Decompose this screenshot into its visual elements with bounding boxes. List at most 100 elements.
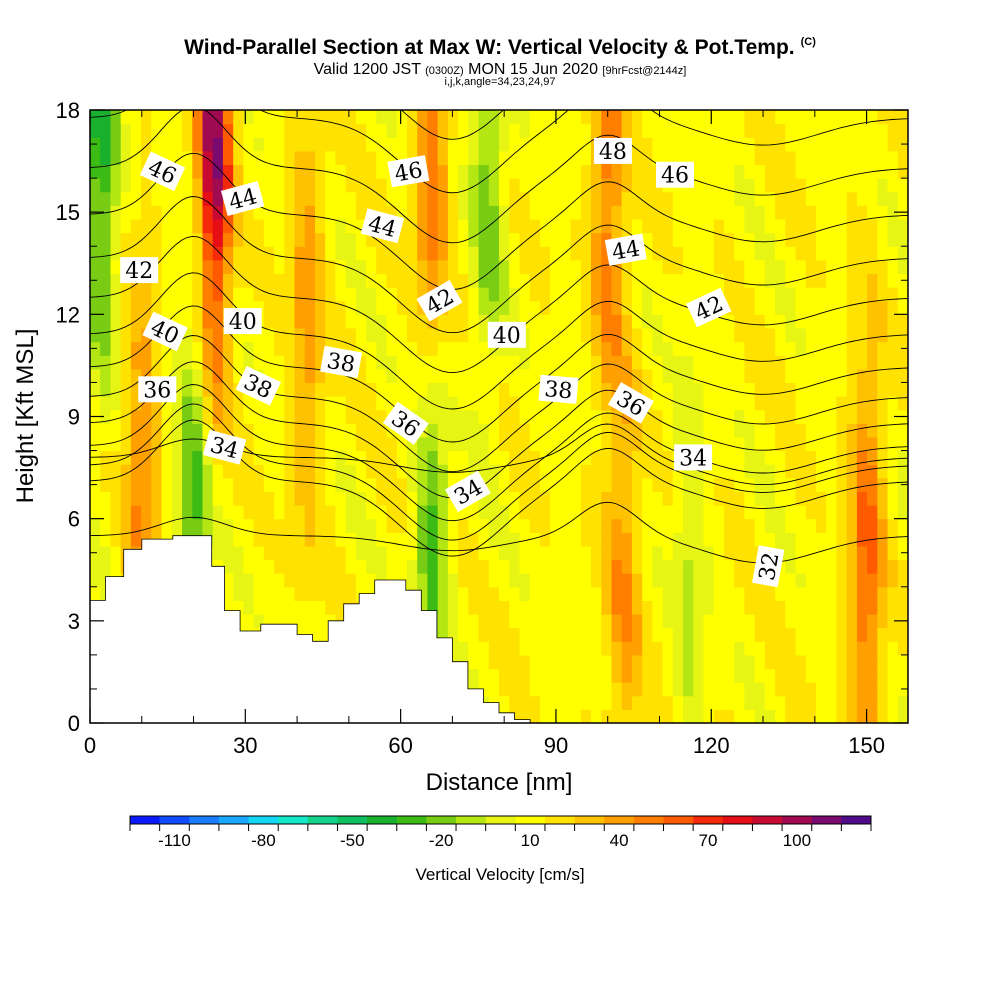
velocity-cell	[887, 464, 899, 479]
velocity-cell	[253, 205, 265, 220]
velocity-cell	[325, 232, 336, 247]
velocity-cell	[407, 287, 418, 302]
velocity-cell	[867, 123, 878, 138]
velocity-cell	[120, 314, 132, 329]
velocity-cell	[427, 423, 439, 438]
velocity-cell	[192, 409, 204, 424]
velocity-cell	[867, 573, 878, 588]
velocity-cell	[775, 396, 786, 411]
velocity-cell	[560, 627, 572, 642]
velocity-cell	[529, 191, 541, 206]
velocity-cell	[877, 695, 889, 710]
velocity-cell	[488, 396, 500, 411]
velocity-cell	[744, 423, 756, 438]
velocity-cell	[570, 491, 582, 506]
velocity-cell	[447, 341, 459, 356]
velocity-cell	[212, 545, 224, 561]
velocity-cell	[672, 246, 684, 261]
velocity-cell	[662, 532, 674, 547]
velocity-cell	[672, 205, 684, 220]
velocity-cell	[376, 450, 388, 465]
velocity-cell	[182, 150, 193, 166]
velocity-cell	[856, 573, 868, 588]
velocity-cell	[887, 695, 899, 710]
velocity-cell	[427, 382, 439, 397]
velocity-cell	[427, 600, 439, 615]
velocity-cell	[652, 477, 664, 492]
velocity-cell	[805, 205, 817, 220]
velocity-cell	[529, 668, 541, 683]
velocity-cell	[182, 368, 193, 383]
velocity-cell	[570, 300, 582, 315]
velocity-cell	[877, 627, 889, 642]
velocity-cell	[458, 382, 469, 397]
velocity-cell	[243, 464, 255, 479]
velocity-cell	[529, 695, 541, 710]
velocity-cell	[795, 695, 807, 710]
velocity-cell	[284, 328, 296, 343]
velocity-cell	[509, 477, 520, 492]
velocity-cell	[642, 368, 653, 383]
velocity-cell	[499, 436, 510, 452]
velocity-cell	[805, 518, 817, 533]
velocity-cell	[468, 532, 480, 547]
velocity-cell	[192, 464, 204, 479]
velocity-cell	[376, 287, 388, 302]
velocity-cell	[693, 232, 705, 247]
velocity-cell	[315, 150, 326, 166]
velocity-cell	[683, 518, 694, 533]
velocity-cell	[775, 205, 786, 220]
velocity-cell	[754, 287, 766, 302]
velocity-cell	[580, 328, 592, 343]
velocity-cell	[744, 614, 756, 629]
velocity-cell	[642, 641, 653, 656]
velocity-cell	[785, 600, 797, 615]
velocity-cell	[631, 654, 643, 670]
velocity-cell	[488, 314, 500, 329]
velocity-cell	[110, 491, 122, 506]
velocity-cell	[171, 314, 183, 329]
velocity-cell	[816, 232, 827, 247]
y-tick-label: 15	[56, 200, 80, 225]
velocity-cell	[795, 545, 807, 561]
velocity-cell	[304, 368, 316, 383]
velocity-cell	[478, 505, 490, 520]
theta-contour	[90, 0, 908, 82]
velocity-cell	[161, 137, 173, 152]
velocity-cell	[580, 178, 592, 193]
velocity-cell	[355, 450, 367, 465]
velocity-cell	[826, 368, 837, 383]
velocity-cell	[202, 178, 214, 193]
velocity-cell	[478, 300, 490, 315]
velocity-cell	[335, 477, 347, 492]
velocity-cell	[836, 246, 848, 261]
velocity-cell	[775, 627, 786, 642]
velocity-cell	[222, 545, 234, 561]
velocity-cell	[550, 464, 561, 479]
velocity-cell	[488, 300, 500, 315]
velocity-cell	[355, 191, 367, 206]
velocity-cell	[509, 368, 520, 383]
velocity-cell	[662, 423, 674, 438]
velocity-cell	[785, 382, 797, 397]
velocity-cell	[887, 682, 899, 697]
velocity-cell	[693, 150, 705, 166]
velocity-cell	[529, 205, 541, 220]
velocity-cell	[376, 150, 388, 166]
velocity-cell	[243, 110, 255, 125]
velocity-cell	[274, 300, 285, 315]
velocity-cell	[141, 464, 152, 479]
velocity-cell	[274, 600, 285, 615]
velocity-cell	[734, 219, 745, 234]
velocity-cell	[192, 368, 204, 383]
velocity-cell	[601, 232, 613, 247]
velocity-cell	[611, 409, 623, 424]
velocity-cell	[458, 314, 469, 329]
velocity-cell	[427, 205, 439, 220]
velocity-cell	[836, 586, 848, 601]
velocity-cell	[458, 328, 469, 343]
velocity-cell	[539, 246, 551, 261]
velocity-cell	[683, 627, 694, 642]
velocity-cell	[407, 477, 418, 492]
velocity-cell	[222, 164, 234, 179]
